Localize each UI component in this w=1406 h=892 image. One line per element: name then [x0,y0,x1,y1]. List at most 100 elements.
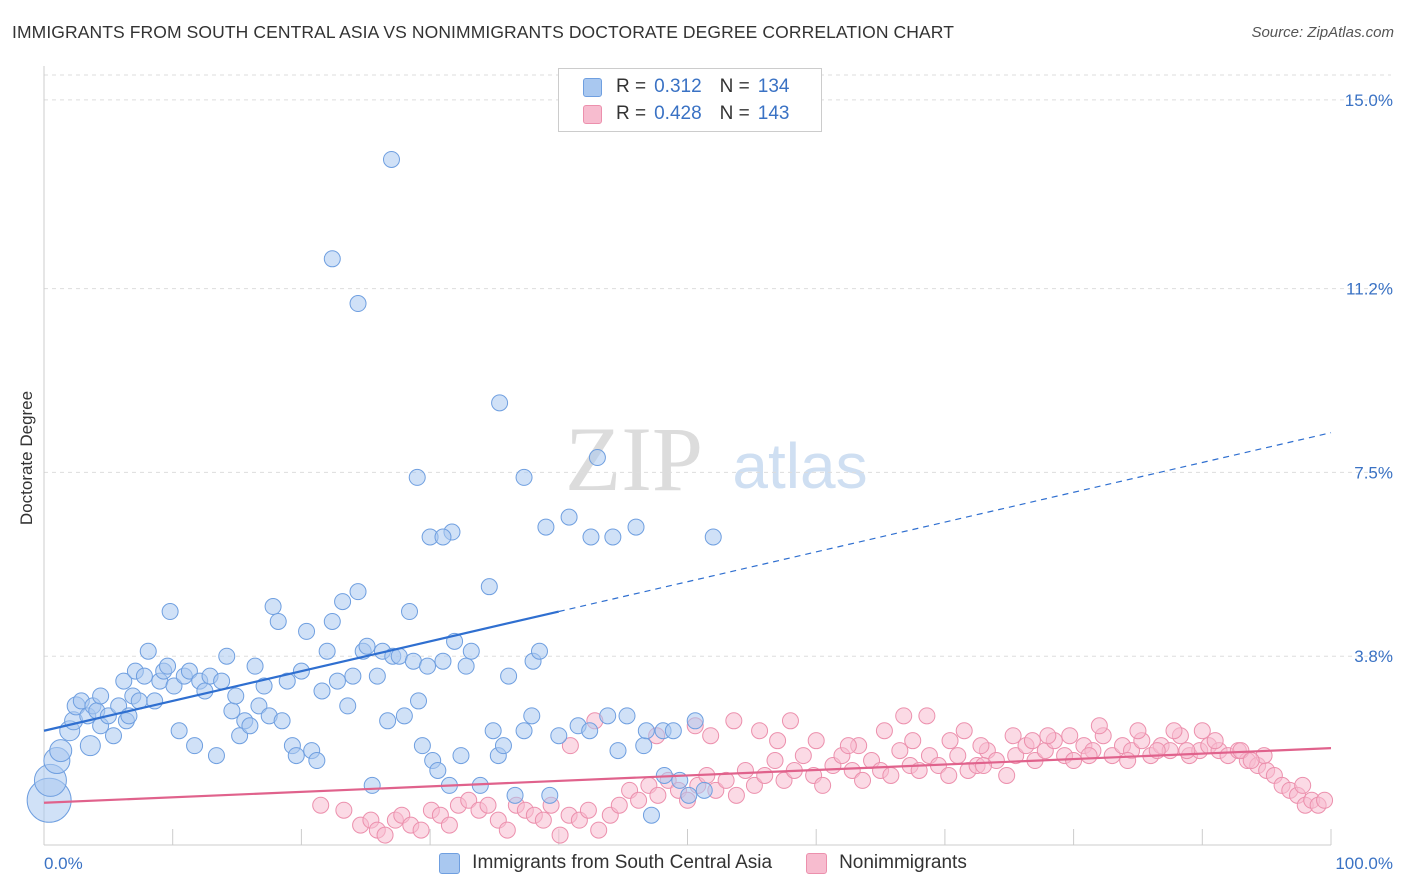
series-legend: Immigrants from South Central Asia Nonim… [0,852,1406,874]
point-nonimmigrants [843,761,861,779]
point-immigrants [588,449,606,467]
point-nonimmigrants [649,786,667,804]
series-legend-immigrants[interactable]: Immigrants from South Central Asia [439,852,772,874]
point-nonimmigrants [1178,742,1196,760]
point-nonimmigrants [882,766,900,784]
point-immigrants [207,747,225,765]
point-immigrants [241,717,259,735]
point-immigrants [218,647,236,665]
legend-r-label: R = [616,103,647,124]
point-immigrants [452,747,470,765]
series-legend-nonimmigrants[interactable]: Nonimmigrants [806,852,967,874]
point-nonimmigrants [335,801,353,819]
point-immigrants [480,578,498,596]
point-immigrants [104,727,122,745]
point-immigrants [408,468,426,486]
point-nonimmigrants [918,707,936,725]
point-immigrants [401,603,419,621]
point-immigrants [318,642,336,660]
point-immigrants [349,583,367,601]
point-immigrants [246,657,264,675]
point-nonimmigrants [807,732,825,750]
point-immigrants [363,776,381,794]
point-immigrants [500,667,518,685]
point-immigrants [368,667,386,685]
point-nonimmigrants [1023,732,1041,750]
point-immigrants [635,737,653,755]
trend-lines [43,432,1332,804]
point-immigrants [139,642,157,660]
point-immigrants [273,712,291,730]
point-nonimmigrants [972,737,990,755]
point-nonimmigrants [1206,732,1224,750]
watermark-atlas: atlas [732,430,867,502]
point-immigrants [695,781,713,799]
legend-swatch-immigrants [583,77,602,97]
series-swatch-nonimmigrants [806,852,828,874]
series-swatch-immigrants [439,852,461,874]
point-nonimmigrants [745,776,763,794]
x-tick-label: 0.0% [44,854,83,873]
point-nonimmigrants [1080,747,1098,765]
point-immigrants [434,652,452,670]
series-label-nonimmigrants: Nonimmigrants [839,852,967,873]
point-immigrants [664,722,682,740]
point-immigrants [609,742,627,760]
point-nonimmigrants [1242,752,1260,770]
point-immigrants [581,722,599,740]
point-immigrants [530,642,548,660]
point-immigrants [298,622,316,640]
source-label: Source: ZipAtlas.com [1251,24,1394,41]
trend-line-immigrants-projection [558,432,1332,613]
point-nonimmigrants [1165,722,1183,740]
correlation-legend: R = 0.312 N = 134 R = 0.428 N = 143 [558,68,822,132]
point-immigrants [269,612,287,630]
point-immigrants [429,761,447,779]
point-immigrants [231,727,249,745]
point-immigrants [523,707,541,725]
legend-n-label: N = [719,103,750,124]
trend-line-immigrants [43,610,560,732]
legend-n-label: N = [719,76,750,97]
point-immigrants [599,707,617,725]
point-immigrants [494,737,512,755]
data-points [26,150,1334,844]
point-nonimmigrants [891,742,909,760]
point-nonimmigrants [630,791,648,809]
point-nonimmigrants [875,722,893,740]
point-immigrants [462,642,480,660]
point-immigrants [484,722,502,740]
point-nonimmigrants [766,752,784,770]
point-immigrants [287,747,305,765]
point-nonimmigrants [498,821,516,839]
x-tick-label: 100.0% [1335,854,1393,873]
point-immigrants [308,752,326,770]
point-immigrants [180,662,198,680]
x-tick-labels: 0.0% 100.0% [44,854,1393,873]
point-nonimmigrants [1294,776,1312,794]
point-immigrants [404,652,422,670]
legend-n-value: 143 [757,103,790,124]
point-immigrants [642,806,660,824]
point-nonimmigrants [1007,747,1025,765]
point-immigrants [313,682,331,700]
point-immigrants [637,722,655,740]
point-nonimmigrants [839,737,857,755]
y-tick-label: 7.5% [1354,463,1393,482]
point-nonimmigrants [610,796,628,814]
point-nonimmigrants [1193,722,1211,740]
point-immigrants [395,707,413,725]
point-immigrants [344,667,362,685]
point-nonimmigrants [751,722,769,740]
point-immigrants [434,528,452,546]
point-nonimmigrants [736,761,754,779]
point-immigrants [165,677,183,695]
point-immigrants [161,603,179,621]
point-immigrants [339,697,357,715]
point-nonimmigrants [904,732,922,750]
point-nonimmigrants [1103,747,1121,765]
legend-swatch-nonimmigrants [583,104,602,124]
legend-row-immigrants: R = 0.312 N = 134 [583,75,789,99]
point-immigrants [419,657,437,675]
